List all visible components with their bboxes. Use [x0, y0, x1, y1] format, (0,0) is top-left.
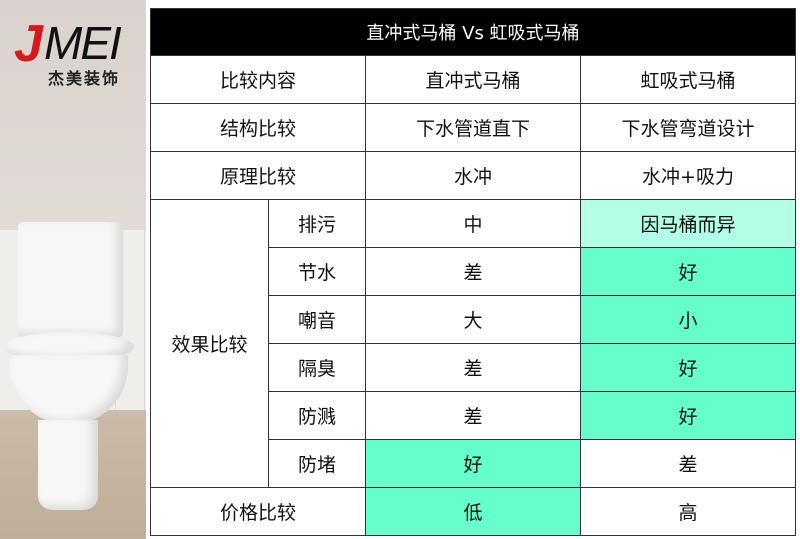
row-label: 防溅	[268, 391, 366, 440]
table-row: 嘲音 大 小	[151, 295, 796, 344]
cell-siphon: 下水管弯道设计	[580, 103, 796, 152]
cell-direct: 大	[365, 295, 581, 344]
cell-direct: 差	[365, 391, 581, 440]
cell-siphon: 高	[580, 487, 796, 536]
cell-direct: 低	[365, 487, 581, 536]
cell-direct: 下水管道直下	[365, 103, 581, 152]
table-title: 直冲式马桶 Vs 虹吸式马桶	[150, 8, 796, 56]
table-row: 节水 差 好	[151, 247, 796, 296]
cell-siphon: 小	[580, 295, 796, 344]
header-cell: 虹吸式马桶	[580, 55, 796, 104]
cell-siphon: 差	[580, 439, 796, 488]
cell-siphon: 好	[580, 247, 796, 296]
cell-direct: 中	[365, 199, 581, 248]
cell-direct: 好	[365, 439, 581, 488]
toilet-tank	[18, 222, 123, 337]
toilet-bowl	[10, 355, 128, 425]
table-row: 原理比较 水冲 水冲+吸力	[150, 151, 796, 200]
toilet-photo: J MEI 杰美装饰	[0, 0, 146, 539]
cell-siphon: 水冲+吸力	[580, 151, 796, 200]
row-label: 隔臭	[268, 343, 366, 392]
logo-j: J	[14, 15, 43, 73]
comparison-table: 直冲式马桶 Vs 虹吸式马桶 比较内容 直冲式马桶 虹吸式马桶 结构比较 下水管…	[150, 8, 796, 536]
cell-siphon: 因马桶而异	[580, 199, 796, 248]
cell-siphon: 好	[580, 343, 796, 392]
table-row: 隔臭 差 好	[151, 343, 796, 392]
table-row: 价格比较 低 高	[150, 487, 796, 536]
row-label: 原理比较	[150, 151, 366, 200]
row-label: 防堵	[268, 439, 366, 488]
row-label: 节水	[268, 247, 366, 296]
header-cell: 直冲式马桶	[365, 55, 581, 104]
logo-mei: MEI	[44, 17, 122, 69]
table-row: 防堵 好 差	[151, 439, 796, 488]
toilet-base	[38, 420, 98, 510]
cell-siphon: 好	[580, 391, 796, 440]
effect-group-label: 效果比较	[150, 199, 269, 488]
logo-chinese: 杰美装饰	[48, 69, 121, 88]
jmei-logo: J MEI 杰美装饰	[8, 18, 138, 88]
row-label: 嘲音	[268, 295, 366, 344]
row-label: 价格比较	[150, 487, 366, 536]
table-row: 防溅 差 好	[151, 391, 796, 440]
table-row: 效果比较 排污 中 因马桶而异	[150, 199, 796, 488]
row-label: 排污	[268, 199, 366, 248]
cell-direct: 差	[365, 343, 581, 392]
table-header-row: 比较内容 直冲式马桶 虹吸式马桶	[150, 55, 796, 104]
table-row: 结构比较 下水管道直下 下水管弯道设计	[150, 103, 796, 152]
cell-direct: 差	[365, 247, 581, 296]
cell-direct: 水冲	[365, 151, 581, 200]
row-label: 结构比较	[150, 103, 366, 152]
header-cell: 比较内容	[150, 55, 366, 104]
